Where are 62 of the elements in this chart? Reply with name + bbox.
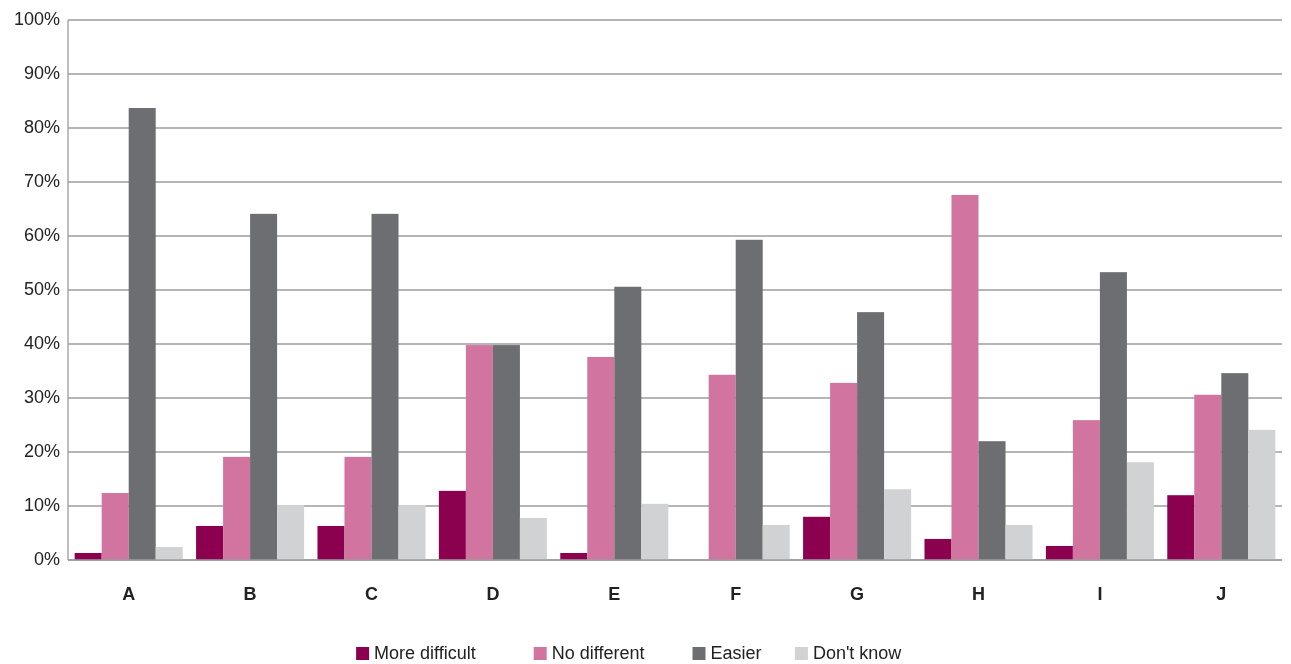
y-tick-label: 90% xyxy=(23,62,60,83)
bar xyxy=(1099,272,1127,560)
bar xyxy=(708,374,736,560)
x-tick-label: J xyxy=(1216,584,1227,604)
x-tick-label: H xyxy=(972,584,985,604)
bar xyxy=(465,345,493,560)
bar xyxy=(951,194,979,560)
bar xyxy=(1126,462,1154,560)
x-tick-label: B xyxy=(243,584,257,604)
bar xyxy=(277,504,305,560)
y-tick-label: 40% xyxy=(23,332,60,353)
bar xyxy=(614,286,642,560)
bar xyxy=(830,382,858,560)
bar xyxy=(128,108,156,560)
x-tick-label: D xyxy=(486,584,500,604)
x-tick-label: F xyxy=(730,584,742,604)
x-tick-label: I xyxy=(1097,584,1103,604)
bar xyxy=(344,456,372,560)
bar xyxy=(857,312,885,560)
bar xyxy=(1045,545,1073,560)
legend-label: Easier xyxy=(710,642,762,663)
bar xyxy=(1072,420,1100,560)
bar xyxy=(398,504,426,560)
bar xyxy=(492,345,520,560)
bar xyxy=(803,516,831,560)
x-tick-label: C xyxy=(365,584,378,604)
bar xyxy=(641,503,669,560)
bar xyxy=(1221,373,1249,560)
bar xyxy=(1167,495,1195,560)
bar xyxy=(101,493,129,560)
legend-label: No different xyxy=(551,642,645,663)
bar xyxy=(438,490,466,560)
legend-label: Don't know xyxy=(812,642,903,663)
y-tick-label: 50% xyxy=(23,278,60,299)
bar xyxy=(762,524,790,560)
y-tick-label: 80% xyxy=(23,116,60,137)
y-tick-label: 20% xyxy=(23,440,60,461)
bar xyxy=(924,538,952,560)
y-tick-label: 70% xyxy=(23,170,60,191)
bar xyxy=(884,489,912,560)
y-tick-label: 0% xyxy=(33,548,60,569)
x-tick-label: A xyxy=(122,584,136,604)
y-tick-label: 30% xyxy=(23,386,60,407)
bar xyxy=(1005,524,1033,560)
y-tick-label: 10% xyxy=(23,494,60,515)
legend-label: More difficult xyxy=(374,642,476,663)
y-tick-label: 60% xyxy=(23,224,60,245)
bar xyxy=(223,456,251,560)
bar xyxy=(1194,394,1222,560)
bar xyxy=(155,547,183,560)
bar xyxy=(587,356,615,560)
bar xyxy=(371,213,399,560)
bar xyxy=(1248,429,1276,560)
bar xyxy=(317,525,345,560)
bar xyxy=(196,525,224,560)
x-tick-label: G xyxy=(850,584,865,604)
bar xyxy=(735,239,763,560)
bar xyxy=(978,441,1006,560)
bar xyxy=(519,517,547,560)
y-tick-label: 100% xyxy=(13,8,60,29)
x-tick-label: E xyxy=(608,584,621,604)
bar xyxy=(250,213,278,560)
